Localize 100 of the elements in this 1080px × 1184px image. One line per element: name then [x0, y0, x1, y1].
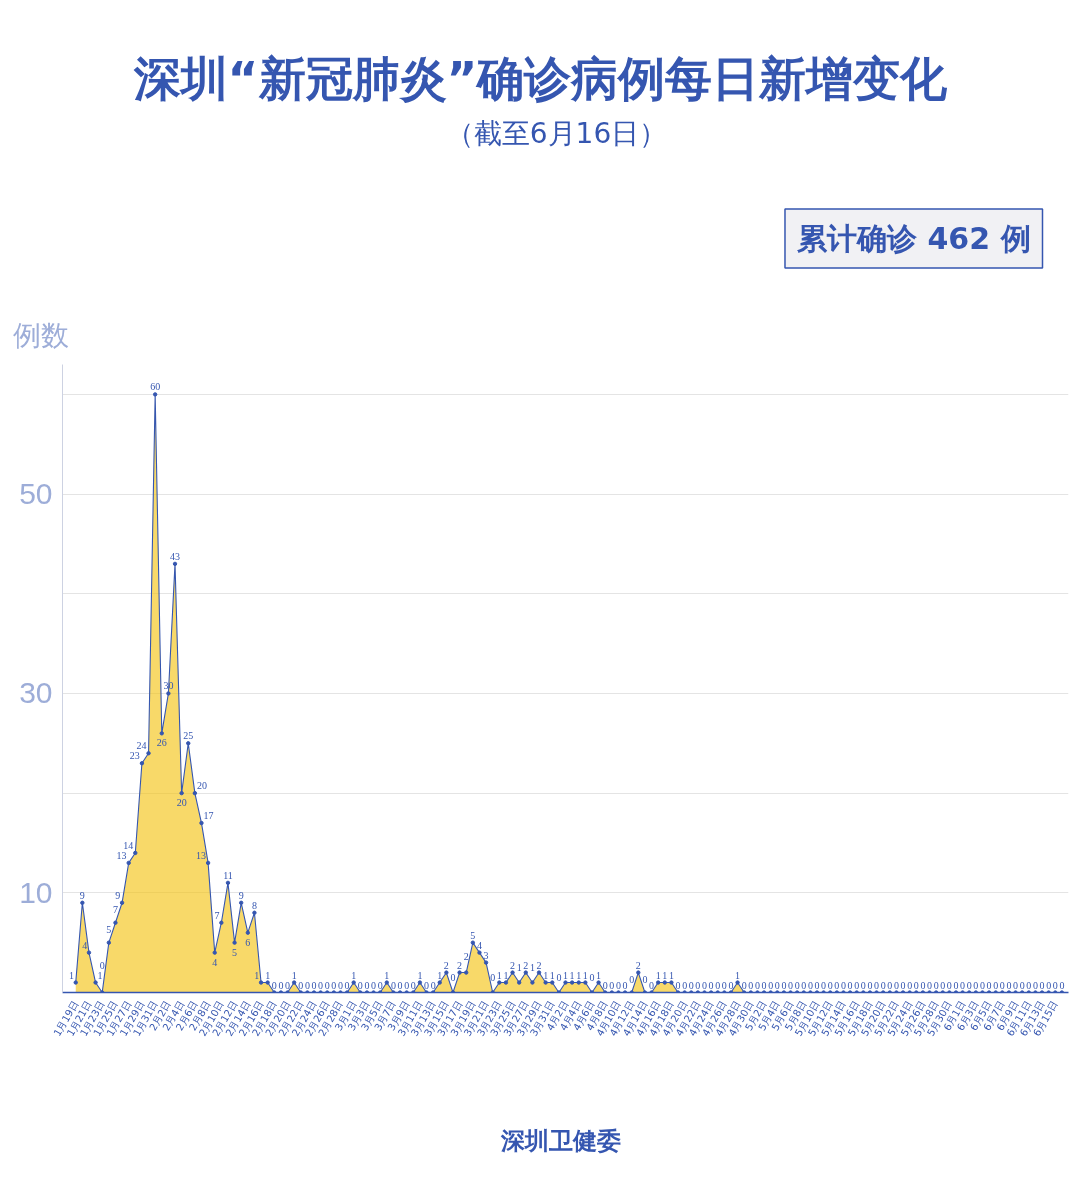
data-label: 0: [966, 979, 972, 991]
data-label: 0: [344, 979, 350, 991]
data-label: 0: [741, 979, 747, 991]
data-label: 0: [490, 971, 496, 983]
data-label: 0: [615, 979, 621, 991]
data-label: 2: [463, 950, 469, 962]
data-label: 1: [291, 969, 297, 981]
data-label: 1: [97, 969, 103, 981]
data-label: 0: [768, 979, 774, 991]
y-tick-label: 30: [19, 676, 53, 710]
data-label: 0: [999, 979, 1005, 991]
data-label: 0: [827, 979, 833, 991]
data-label: 26: [156, 737, 167, 749]
data-label: 0: [900, 979, 906, 991]
data-label: 1: [668, 969, 674, 981]
data-label: 0: [973, 979, 979, 991]
data-label: 0: [324, 979, 330, 991]
data-label: 0: [927, 979, 933, 991]
data-label: 0: [331, 979, 337, 991]
data-label: 0: [993, 979, 999, 991]
data-label: 1: [662, 969, 668, 981]
data-label: 20: [176, 797, 187, 809]
data-label: 0: [979, 979, 985, 991]
data-label: 1: [576, 969, 582, 981]
data-label: 0: [556, 971, 562, 983]
data-label: 1: [496, 969, 502, 981]
data-label: 0: [860, 979, 866, 991]
data-label: 0: [1019, 979, 1025, 991]
data-label: 0: [715, 979, 721, 991]
data-label: 1: [516, 961, 522, 973]
data-label: 0: [688, 979, 694, 991]
data-label: 0: [893, 979, 899, 991]
y-tick-label: 50: [19, 477, 53, 511]
data-label: 8: [251, 899, 257, 911]
data-label: 4: [212, 956, 218, 968]
data-label: 0: [913, 979, 919, 991]
data-label: 1: [254, 969, 260, 981]
data-label: 5: [232, 946, 238, 958]
data-label: 0: [953, 979, 959, 991]
data-label: 0: [847, 979, 853, 991]
data-label: 1: [437, 969, 443, 981]
data-label: 0: [397, 979, 403, 991]
data-label: 0: [410, 979, 416, 991]
data-label: 5: [470, 929, 476, 941]
data-label: 1: [596, 969, 602, 981]
data-label: 1: [569, 969, 575, 981]
data-label: 0: [940, 979, 946, 991]
data-label: 0: [304, 979, 310, 991]
data-label: 0: [450, 971, 456, 983]
data-label: 0: [642, 973, 648, 985]
data-label: 2: [523, 959, 529, 971]
data-label: 0: [1052, 979, 1058, 991]
data-label: 0: [285, 979, 291, 991]
data-label: 0: [682, 979, 688, 991]
data-label: 0: [754, 979, 760, 991]
data-label: 0: [874, 979, 880, 991]
data-label: 1: [503, 969, 509, 981]
data-label: 7: [112, 903, 118, 915]
data-label: 0: [781, 979, 787, 991]
data-label: 0: [821, 979, 827, 991]
data-label: 0: [364, 979, 370, 991]
data-label: 0: [774, 979, 780, 991]
data-label: 1: [549, 969, 555, 981]
chart-title: 深圳“新冠肺炎”确诊病例每日新增变化: [132, 51, 949, 106]
data-label: 0: [920, 979, 926, 991]
data-label: 1: [582, 969, 588, 981]
data-label: 13: [196, 849, 207, 861]
data-label: 0: [807, 979, 813, 991]
data-label: 1: [384, 969, 390, 981]
data-label: 2: [457, 959, 463, 971]
data-label: 1: [543, 969, 549, 981]
data-label: 0: [695, 979, 701, 991]
data-label: 0: [404, 979, 410, 991]
data-label: 60: [150, 381, 161, 393]
data-label: 0: [675, 979, 681, 991]
data-label: 0: [424, 979, 430, 991]
data-label: 2: [443, 959, 449, 971]
data-label: 0: [1006, 979, 1012, 991]
data-label: 0: [986, 979, 992, 991]
data-label: 0: [371, 979, 377, 991]
y-axis-title: 例数: [12, 319, 69, 352]
data-label: 9: [238, 889, 244, 901]
data-label: 0: [629, 973, 635, 985]
data-label: 0: [1013, 979, 1019, 991]
data-label: 0: [840, 979, 846, 991]
data-label: 1: [735, 969, 741, 981]
data-label: 1: [563, 969, 568, 981]
data-label: 0: [271, 979, 277, 991]
data-label: 0: [377, 979, 383, 991]
data-label: 0: [337, 979, 343, 991]
data-label: 1: [351, 969, 357, 981]
data-label: 2: [510, 959, 516, 971]
data-label: 1: [655, 969, 661, 981]
data-label: 0: [708, 979, 714, 991]
data-label: 0: [794, 979, 800, 991]
data-label: 1: [417, 969, 423, 981]
data-label: 3: [483, 949, 489, 961]
data-label: 2: [536, 959, 542, 971]
data-label: 43: [170, 550, 181, 562]
data-label: 0: [589, 971, 595, 983]
